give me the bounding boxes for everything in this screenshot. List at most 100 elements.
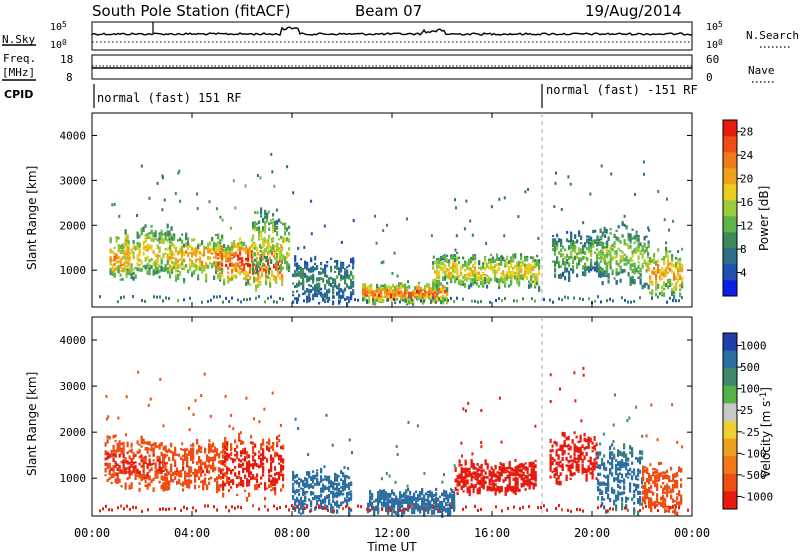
heatmap-cell	[219, 239, 222, 244]
heatmap-cell	[439, 495, 442, 498]
heatmap-cell	[330, 484, 333, 488]
heatmap-cell	[387, 493, 390, 498]
heatmap-cell	[382, 295, 385, 298]
heatmap-cell	[202, 486, 205, 491]
heatmap-cell	[500, 256, 503, 261]
heatmap-cell	[456, 296, 458, 300]
heatmap-cell	[150, 224, 153, 228]
heatmap-cell	[237, 256, 240, 261]
heatmap-cell	[268, 234, 271, 239]
heatmap-cell	[520, 264, 523, 269]
heatmap-cell	[599, 261, 602, 264]
heatmap-cell	[393, 251, 396, 255]
heatmap-cell	[286, 227, 289, 232]
heatmap-cell	[236, 454, 239, 460]
heatmap-cell	[456, 275, 459, 278]
heatmap-cell	[115, 260, 118, 263]
heatmap-cell	[297, 427, 300, 430]
heatmap-cell	[225, 296, 227, 300]
heatmap-cell	[336, 285, 339, 290]
heatmap-cell	[348, 286, 351, 290]
heatmap-cell	[510, 280, 513, 285]
heatmap-cell	[342, 488, 345, 492]
heatmap-cell	[266, 441, 269, 444]
freq-label: Freq.	[3, 52, 36, 65]
heatmap-cell	[273, 249, 276, 253]
heatmap-cell	[629, 266, 632, 271]
heatmap-cell	[332, 287, 335, 291]
heatmap-cell	[262, 473, 265, 477]
heatmap-cell	[200, 465, 203, 471]
heatmap-cell	[282, 236, 285, 240]
heatmap-cell	[208, 456, 211, 461]
heatmap-cell	[602, 256, 605, 259]
heatmap-cell	[196, 438, 199, 441]
heatmap-cell	[120, 469, 123, 474]
heatmap-cell	[176, 471, 179, 477]
heatmap-cell	[452, 261, 455, 265]
colorbar-segment	[723, 152, 737, 169]
heatmap-cell	[635, 269, 638, 273]
heatmap-cell	[667, 271, 670, 274]
heatmap-cell	[442, 276, 445, 281]
heatmap-cell	[128, 455, 131, 458]
heatmap-cell	[166, 454, 169, 457]
heatmap-cell	[627, 259, 630, 264]
heatmap-cell	[423, 505, 426, 509]
heatmap-cell	[182, 466, 185, 471]
heatmap-cell	[167, 256, 170, 260]
heatmap-cell	[607, 262, 610, 266]
heatmap-cell	[484, 260, 487, 265]
heatmap-cell	[434, 286, 437, 289]
heatmap-cell	[609, 254, 612, 257]
heatmap-cell	[524, 190, 527, 194]
heatmap-cell	[615, 250, 618, 255]
heatmap-cell	[130, 263, 133, 268]
heatmap-cell	[322, 506, 325, 510]
heatmap-cell	[427, 503, 430, 508]
heatmap-cell	[231, 274, 234, 278]
heatmap-cell	[647, 241, 650, 245]
nsky-panel: N.Sky 105 100 105 100 N.Search	[2, 20, 799, 51]
heatmap-cell	[267, 296, 269, 300]
heatmap-cell	[316, 499, 319, 504]
heatmap-cell	[239, 261, 242, 264]
heatmap-cell	[230, 486, 233, 489]
heatmap-cell	[394, 301, 397, 304]
heatmap-cell	[600, 258, 603, 263]
heatmap-cell	[411, 498, 414, 503]
heatmap-cell	[596, 264, 599, 269]
heatmap-cell	[168, 487, 171, 491]
heatmap-cell	[586, 257, 589, 261]
heatmap-cell	[450, 273, 453, 278]
heatmap-cell	[242, 450, 245, 455]
heatmap-cell	[472, 471, 475, 476]
heatmap-cell	[336, 291, 339, 296]
heatmap-cell	[328, 296, 331, 301]
station-title: South Pole Station (fitACF)	[92, 2, 290, 20]
heatmap-cell	[318, 498, 321, 501]
heatmap-cell	[504, 265, 507, 268]
heatmap-cell	[184, 470, 187, 475]
heatmap-cell	[140, 164, 143, 168]
heatmap-cell	[344, 272, 347, 278]
heatmap-cell	[280, 470, 283, 473]
heatmap-cell	[417, 495, 420, 501]
heatmap-cell	[340, 470, 343, 474]
colorbar-segment	[723, 200, 737, 217]
heatmap-cell	[322, 297, 325, 302]
heatmap-cell	[609, 297, 611, 301]
heatmap-cell	[417, 493, 420, 497]
heatmap-cell	[195, 266, 198, 272]
heatmap-cell	[504, 259, 507, 263]
heatmap-cell	[447, 511, 450, 516]
heatmap-cell	[504, 263, 507, 266]
heatmap-cell	[464, 275, 467, 278]
heatmap-cell	[275, 208, 278, 212]
heatmap-cell	[460, 464, 463, 467]
heatmap-cell	[609, 228, 612, 231]
heatmap-cell	[534, 299, 536, 303]
heatmap-cell	[201, 269, 204, 274]
heatmap-cell	[442, 297, 445, 303]
heatmap-cell	[148, 469, 151, 473]
